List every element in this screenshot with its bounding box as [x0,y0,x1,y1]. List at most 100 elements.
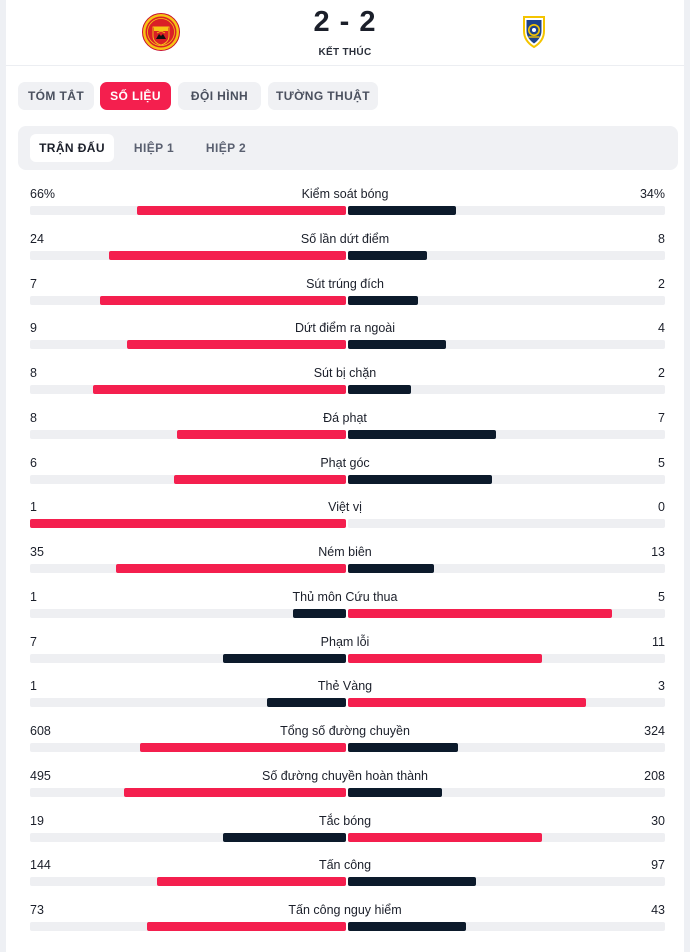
stat-home-track [30,295,346,305]
stat-home-track [30,519,346,529]
stat-away-value: 4 [658,321,665,336]
stat-away-bar [348,653,542,663]
stat-home-value: 1 [30,679,37,694]
stat-away-track [348,206,665,215]
stat-home-value: 495 [30,768,51,783]
stat-row: 9 Dứt điểm ra ngoài 4 [6,312,684,356]
stat-row: 19 Tắc bóng 30 [6,805,684,849]
stat-away-value: 0 [658,500,665,515]
stat-home-bar [223,653,346,663]
stat-home-track [30,340,346,350]
stat-label: Tắc bóng [318,813,372,828]
stat-label: Phạt góc [320,455,370,470]
stat-away-value: 5 [658,455,665,470]
stat-row: 495 Số đường chuyền hoàn thành 208 [6,760,684,804]
stat-away-track [348,922,665,931]
stat-home-value: 7 [30,634,37,649]
stat-label: Ném biên [318,545,372,559]
stat-home-bar [115,564,346,573]
tab-summary[interactable]: TÓM TẮT [18,82,94,110]
match-header: 2 - 2 KẾT THÚC [6,0,684,66]
stat-home-track [30,474,346,484]
stat-home-bar [157,877,346,887]
stat-home-value: 19 [30,813,44,828]
stat-away-track [348,295,665,305]
stat-home-bar [30,519,346,529]
stat-row: 8 Đá phạt 7 [6,402,684,446]
stat-away-bar [348,922,466,931]
stat-home-bar [293,608,346,618]
stat-home-track [30,922,346,931]
stat-home-value: 1 [30,589,37,604]
stat-home-track [30,385,346,394]
stat-row: 7 Phạm lỗi 11 [6,626,684,670]
stat-home-track [30,787,346,797]
stat-label: Sút trúng đích [306,276,384,291]
stat-row: 6 Phạt góc 5 [6,447,684,491]
stat-home-track [30,877,346,887]
period-tab-match[interactable]: TRẬN ĐẤU [30,134,114,162]
stat-home-bar [173,474,346,484]
match-stats-page: 2 - 2 KẾT THÚC TÓM TẮT SỐ LIỆU ĐỘI HÌNH … [6,0,684,952]
stat-away-value: 97 [651,858,665,873]
stat-away-bar [348,832,543,842]
stat-away-track [348,653,665,663]
stat-home-value: 9 [30,321,37,336]
stat-away-track [348,385,665,394]
stat-home-bar [139,743,346,752]
stat-home-bar [177,429,346,439]
stat-home-value: 66% [30,187,56,201]
stat-row: 7 Sút trúng đích 2 [6,268,684,312]
stat-label: Số lần dứt điểm [300,231,390,246]
tab-lineups[interactable]: ĐỘI HÌNH [178,82,261,110]
stat-away-value: 3 [658,679,665,694]
stat-home-bar [123,787,346,797]
stat-home-value: 73 [30,903,44,917]
leeds-united-crest-icon[interactable] [514,12,554,52]
stat-away-bar [348,787,442,797]
stat-row: 73 Tấn công nguy hiểm 43 [6,894,684,938]
stat-away-track [348,743,665,752]
stat-row: 144 Tấn công 97 [6,849,684,893]
stat-label: Đá phạt [323,410,367,425]
stat-home-bar [93,385,346,394]
stat-away-bar [348,474,493,484]
stat-away-value: 43 [651,903,665,917]
stat-away-track [348,474,665,484]
stat-away-bar [348,877,476,887]
score: 2 - 2 [313,6,377,38]
stat-row: 608 Tổng số đường chuyền 324 [6,715,684,759]
stat-label: Thẻ Vàng [317,679,373,694]
manchester-united-crest-icon[interactable] [141,12,181,52]
stat-away-bar [348,429,496,439]
stat-home-value: 608 [30,724,51,738]
stat-away-bar [348,340,446,350]
stat-home-track [30,608,346,618]
stat-away-value: 30 [651,813,665,828]
stat-home-bar [137,206,346,215]
tab-commentary[interactable]: TƯỜNG THUẬT [268,82,378,110]
stat-home-bar [267,698,346,708]
period-tab-second-half[interactable]: HIỆP 2 [205,141,247,155]
stat-away-value: 34% [639,187,665,201]
stat-label: Tấn công nguy hiểm [288,903,402,917]
stat-away-track [348,787,665,797]
stat-away-value: 2 [658,366,665,380]
stat-home-value: 1 [30,500,37,515]
stat-home-track [30,653,346,663]
stat-away-bar [348,698,586,708]
stat-away-value: 2 [658,276,665,291]
stat-away-value: 5 [658,589,665,604]
stat-away-bar [348,295,419,305]
stat-label: Sút bị chặn [313,366,377,380]
stat-away-track [348,877,665,887]
stat-home-track [30,832,346,842]
tab-stats[interactable]: SỐ LIỆU [100,82,171,110]
stat-away-track [348,832,665,842]
stat-home-track [30,429,346,439]
stat-away-value: 8 [658,231,665,246]
stat-away-value: 208 [644,768,665,783]
stat-away-track [348,429,665,439]
stat-label: Số đường chuyền hoàn thành [262,768,428,783]
period-tab-first-half[interactable]: HIỆP 1 [133,141,175,155]
